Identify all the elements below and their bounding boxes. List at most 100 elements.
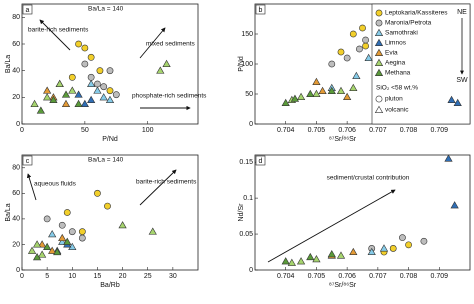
legend-marker xyxy=(374,48,384,56)
data-point xyxy=(306,89,315,97)
data-point xyxy=(405,241,412,249)
data-point xyxy=(336,86,346,94)
x-axis-label: ⁸⁷Sr/⁸⁶Sr xyxy=(329,136,357,143)
x-tick-label: 20 xyxy=(119,273,127,280)
panel-label: c xyxy=(26,158,30,165)
y-tick-label: 0 xyxy=(249,267,253,274)
arrow xyxy=(39,19,71,51)
x-tick-label: 0.706 xyxy=(338,273,356,280)
data-point xyxy=(362,42,369,50)
data-point xyxy=(327,249,336,258)
data-point xyxy=(58,221,66,229)
data-point xyxy=(94,189,101,197)
y-axis-label: Ba/La xyxy=(5,55,12,73)
data-point xyxy=(63,237,72,245)
x-tick-label: 0 xyxy=(20,273,24,280)
x-tick-label: 0.707 xyxy=(369,127,387,134)
data-point xyxy=(30,99,39,107)
y-tick-label: 150 xyxy=(241,31,253,38)
data-point xyxy=(367,247,376,256)
data-point xyxy=(43,86,52,94)
data-point xyxy=(53,247,62,256)
panel-label-box xyxy=(255,155,266,166)
legend-label: Evia xyxy=(385,50,398,57)
data-point xyxy=(296,92,306,100)
data-point xyxy=(87,73,95,81)
data-point xyxy=(100,83,108,91)
data-point xyxy=(281,257,290,265)
data-point xyxy=(287,258,296,266)
annotation: sediment/crustal contribution xyxy=(327,175,410,182)
annotation: barite-rich sediments xyxy=(28,27,89,34)
data-point xyxy=(306,252,315,261)
x-tick-label: 0.708 xyxy=(400,127,418,134)
legend-marker xyxy=(374,58,384,66)
plot-frame xyxy=(21,154,199,271)
data-point xyxy=(399,234,406,242)
legend-label: Leptokaria/Kassiteres xyxy=(385,10,448,17)
data-point xyxy=(312,255,321,263)
data-point xyxy=(343,54,351,62)
data-point xyxy=(162,59,171,67)
legend-label: Maronia/Petrota xyxy=(385,20,432,27)
legend-label: Limnos xyxy=(385,40,407,47)
y-tick-label: 0 xyxy=(249,121,253,128)
legend-marker xyxy=(374,68,384,76)
legend-label: volcanic xyxy=(385,107,409,114)
data-point xyxy=(87,95,96,103)
data-point xyxy=(36,106,45,114)
x-tick-label: 50 xyxy=(81,127,89,134)
data-point xyxy=(74,90,83,98)
data-point xyxy=(106,87,114,95)
data-point xyxy=(43,242,52,250)
y-tick-label: 20 xyxy=(12,241,20,248)
data-point xyxy=(420,237,428,245)
data-point xyxy=(327,86,336,94)
legend-marker xyxy=(374,28,384,36)
data-point xyxy=(312,89,321,97)
x-tick-label: 25 xyxy=(144,273,152,280)
data-point xyxy=(43,215,51,223)
legend-direction: SW xyxy=(456,77,468,84)
arrow xyxy=(267,189,396,263)
y-tick-label: 20 xyxy=(12,94,20,101)
x-tick-label: 0.705 xyxy=(308,273,326,280)
annotation: Ba/La = 140 xyxy=(88,6,124,13)
data-point xyxy=(447,95,456,103)
annotation: Ba/La = 140 xyxy=(88,157,124,164)
y-tick-label: 80 xyxy=(12,165,20,172)
data-point xyxy=(68,228,76,236)
x-axis-label: ⁸⁷Sr/⁸⁶Sr xyxy=(329,282,357,289)
data-point xyxy=(81,44,89,52)
legend-box xyxy=(371,3,471,125)
data-point xyxy=(379,244,389,252)
annotation: phosphate-rich sediments xyxy=(132,93,207,100)
data-point xyxy=(444,154,453,162)
data-point xyxy=(68,73,76,81)
data-point xyxy=(49,95,58,103)
panel-label-box xyxy=(255,4,266,15)
data-point xyxy=(359,24,366,32)
x-tick-label: 0.709 xyxy=(431,273,449,280)
data-point xyxy=(75,40,82,48)
x-tick-label: 30 xyxy=(169,273,177,280)
arrow xyxy=(139,169,177,206)
data-point xyxy=(290,94,300,102)
data-point xyxy=(156,66,165,74)
data-point xyxy=(61,99,71,107)
data-point xyxy=(78,228,86,236)
data-point xyxy=(27,246,37,254)
x-tick-label: 0.705 xyxy=(308,127,326,134)
y-tick-label: 40 xyxy=(12,216,20,223)
arrow xyxy=(139,27,166,59)
data-point xyxy=(106,67,114,75)
data-point xyxy=(96,67,104,75)
data-point xyxy=(74,99,83,107)
y-tick-label: 100 xyxy=(241,61,253,68)
data-point xyxy=(61,90,71,98)
data-point xyxy=(58,233,67,242)
legend-label: pluton xyxy=(385,96,403,103)
y-tick-label: 60 xyxy=(12,190,20,197)
x-tick-label: 0.704 xyxy=(277,127,295,134)
